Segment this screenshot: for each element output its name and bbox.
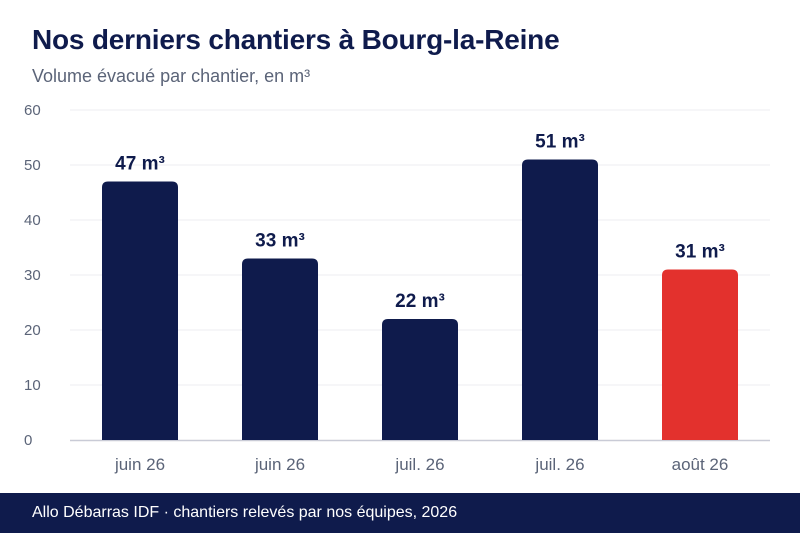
bar-value-label: 33 m³	[255, 231, 305, 252]
y-tick-label: 30	[24, 267, 41, 284]
x-tick-label: juil. 26	[394, 455, 444, 474]
y-tick-label: 0	[24, 432, 32, 449]
y-tick-label: 50	[24, 157, 41, 174]
bar-value-label: 31 m³	[675, 242, 725, 263]
chart-subtitle: Volume évacué par chantier, en m³	[32, 66, 311, 86]
bar	[102, 181, 178, 440]
bar-value-label: 47 m³	[115, 154, 165, 175]
x-tick-label: juin 26	[114, 455, 165, 474]
bar	[522, 159, 598, 440]
footer-source: Allo Débarras IDF · chantiers relevés pa…	[0, 493, 800, 533]
bar	[662, 269, 738, 440]
y-tick-label: 60	[24, 102, 41, 119]
chart-title: Nos derniers chantiers à Bourg-la-Reine	[32, 24, 560, 55]
bar	[242, 258, 318, 440]
bar-value-label: 51 m³	[535, 132, 585, 153]
x-tick-label: juin 26	[254, 455, 305, 474]
y-tick-label: 40	[24, 212, 41, 229]
x-tick-label: août 26	[672, 455, 729, 474]
bar-chart: 0 10 20 30 40 50 60 47 m³ juin 26 33 m³ juin 26 22 …	[24, 102, 770, 474]
bar-value-label: 22 m³	[395, 291, 445, 312]
bar	[382, 319, 458, 440]
y-tick-label: 20	[24, 322, 41, 339]
x-tick-label: juil. 26	[534, 455, 584, 474]
y-tick-label: 10	[24, 377, 41, 394]
